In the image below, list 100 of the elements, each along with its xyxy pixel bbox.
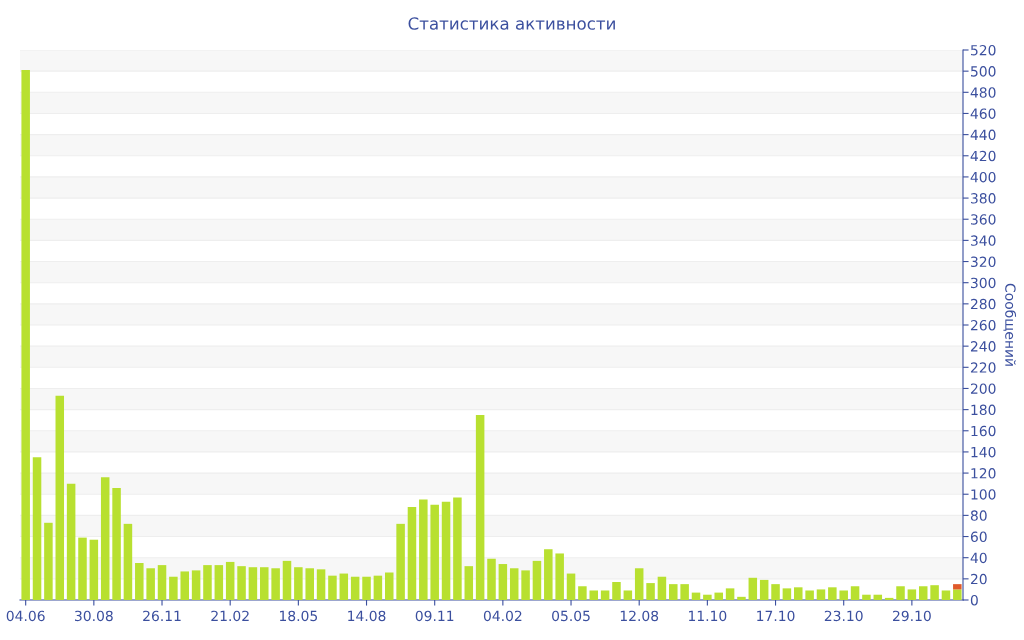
y-tick-label: 280	[970, 298, 996, 310]
bar	[294, 567, 303, 600]
y-tick-label: 360	[971, 214, 996, 225]
bar	[419, 499, 428, 600]
bar	[487, 558, 496, 600]
y-tick-label: 320	[971, 256, 996, 268]
bar	[430, 504, 439, 600]
bar	[260, 567, 269, 600]
x-tick-label: 26.11	[143, 610, 181, 622]
y-tick-label: 340	[971, 235, 996, 246]
bar	[123, 523, 133, 600]
x-tick-label: 17.10	[757, 610, 795, 622]
bar	[669, 584, 678, 600]
y-tick-label: 520	[971, 44, 996, 56]
y-tick-label: 300	[971, 277, 996, 289]
bar	[941, 590, 951, 600]
y-tick-label: 240	[970, 341, 996, 352]
bar	[532, 560, 542, 600]
y-tick-label: 80	[970, 510, 987, 521]
bar	[771, 584, 780, 600]
bar	[282, 560, 292, 600]
x-tick-label: 12.08	[620, 610, 659, 622]
bar	[44, 522, 53, 600]
bar	[339, 573, 349, 600]
y-tick-label: 20	[970, 573, 987, 585]
bar	[89, 539, 99, 600]
bar	[157, 565, 167, 600]
bar	[612, 582, 621, 600]
bar	[953, 584, 962, 590]
y-tick-label: 40	[970, 552, 987, 564]
bar	[714, 592, 723, 600]
bar	[55, 395, 65, 600]
y-tick-label: 500	[971, 66, 996, 77]
y-tick-label: 380	[971, 193, 996, 204]
bar	[305, 568, 314, 600]
bar	[225, 561, 235, 600]
bar	[794, 587, 803, 600]
x-tick-label: 23.10	[824, 610, 863, 622]
y-tick-label: 200	[970, 383, 996, 394]
y-tick-label: 220	[970, 362, 996, 373]
bar	[350, 576, 360, 600]
y-tick-label: 480	[970, 87, 996, 98]
x-tick-label: 30.08	[75, 610, 113, 622]
y-tick-label: 0	[970, 594, 978, 606]
y-tick-label: 120	[971, 468, 996, 479]
x-tick-label: 04.02	[483, 610, 522, 622]
bar	[930, 585, 939, 600]
bar	[464, 566, 474, 600]
bar	[78, 537, 87, 600]
bar	[396, 523, 405, 600]
bar	[566, 573, 576, 600]
y-tick-label: 180	[971, 404, 996, 416]
x-tick-label: 29.10	[893, 610, 931, 622]
bar	[475, 414, 485, 600]
bar	[737, 596, 746, 600]
x-tick-label: 04.06	[6, 610, 45, 622]
bar	[373, 575, 383, 600]
bar	[203, 565, 212, 600]
bar	[828, 587, 837, 600]
x-tick-label: 21.02	[211, 610, 249, 622]
bar	[623, 590, 633, 600]
bar	[521, 570, 530, 600]
bar	[100, 477, 110, 600]
bar	[600, 590, 610, 600]
bar	[509, 568, 519, 600]
bar	[384, 572, 394, 600]
bar	[782, 588, 792, 600]
bar	[32, 457, 42, 600]
bar	[748, 577, 758, 600]
bar	[214, 565, 224, 600]
x-tick-label: 14.08	[348, 610, 386, 622]
bar	[839, 590, 848, 600]
x-tick-label: 09.11	[415, 610, 454, 622]
bar	[680, 584, 689, 600]
bar	[544, 549, 553, 600]
y-tick-label: 140	[971, 446, 996, 458]
bar	[191, 570, 201, 600]
bar	[271, 568, 280, 600]
bar	[146, 568, 155, 600]
bar	[725, 588, 735, 600]
bar	[112, 487, 121, 600]
y-tick-label: 260	[970, 319, 996, 331]
bar	[578, 586, 587, 600]
bar	[169, 576, 178, 600]
bar	[918, 586, 928, 600]
bar	[634, 568, 644, 600]
bar	[703, 594, 712, 600]
bar	[66, 483, 76, 600]
y-tick-label: 60	[970, 531, 987, 543]
y-tick-label: 160	[971, 425, 996, 437]
y-tick-label: 440	[970, 129, 996, 141]
y-tick-label: 460	[970, 108, 996, 119]
bar	[555, 553, 564, 600]
bar	[248, 567, 258, 600]
x-tick-label: 11.10	[689, 610, 727, 622]
bar	[805, 590, 814, 600]
bar	[850, 586, 860, 600]
y-tick-label: 420	[970, 150, 996, 162]
bar	[657, 576, 667, 600]
bar	[407, 506, 417, 600]
